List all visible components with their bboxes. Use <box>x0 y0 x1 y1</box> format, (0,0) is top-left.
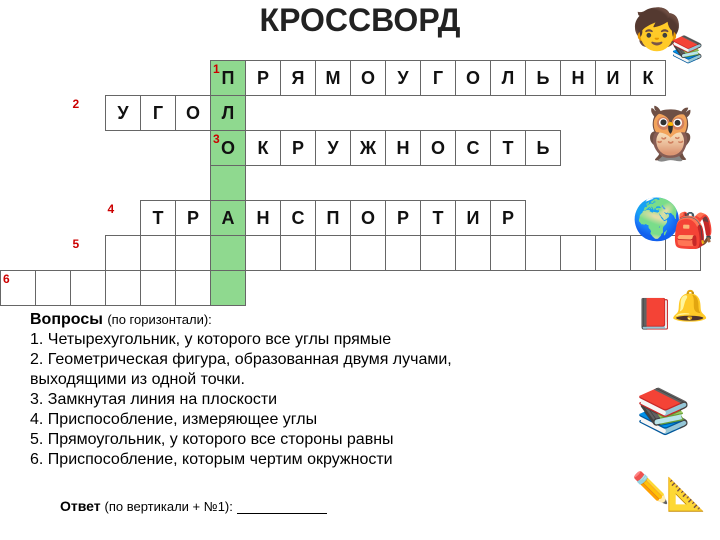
grid-cell: У <box>386 61 421 96</box>
clue-number-2: 2 <box>71 96 106 131</box>
clue-line: 4. Приспособление, измеряющее углы <box>30 410 590 430</box>
grid-cell: Н <box>561 61 596 96</box>
grid-cell: К <box>246 131 281 166</box>
grid-cell: Г <box>141 96 176 131</box>
grid-cell <box>106 271 141 306</box>
grid-cell: О <box>421 131 456 166</box>
grid-cell: Р <box>246 61 281 96</box>
grid-cell <box>246 236 281 271</box>
clue-number-3: 3О <box>211 131 246 166</box>
page-title: КРОССВОРД <box>0 2 720 39</box>
grid-cell <box>211 166 246 201</box>
grid-cell <box>351 236 386 271</box>
grid-cell: У <box>106 96 141 131</box>
answer-line: Ответ (по вертикали + №1): <box>60 498 327 514</box>
grid-cell <box>561 236 596 271</box>
clue-line: 2. Геометрическая фигура, образованная д… <box>30 350 590 370</box>
grid-cell <box>596 236 631 271</box>
grid-cell: О <box>351 201 386 236</box>
grid-cell: М <box>316 61 351 96</box>
clue-line: выходящими из одной точки. <box>30 370 590 390</box>
grid-cell: П <box>316 201 351 236</box>
grid-cell: И <box>596 61 631 96</box>
grid-cell: И <box>456 201 491 236</box>
grid-cell <box>386 236 421 271</box>
grid-cell: Т <box>141 201 176 236</box>
grid-cell <box>141 271 176 306</box>
clue-line: 1. Четырехугольник, у которого все углы … <box>30 330 590 350</box>
grid-cell <box>211 236 246 271</box>
grid-cell <box>526 236 561 271</box>
grid-cell <box>36 271 71 306</box>
grid-cell <box>71 271 106 306</box>
decoration-icon: ✏️ <box>632 474 669 504</box>
grid-cell: Г <box>421 61 456 96</box>
grid-cell: Н <box>386 131 421 166</box>
clue-number-5: 5 <box>71 236 106 271</box>
grid-cell <box>456 236 491 271</box>
clue-number-4: 4 <box>106 201 141 236</box>
clues-block: Вопросы (по горизонтали): 1. Четырехугол… <box>30 310 590 470</box>
clues-header: Вопросы <box>30 311 103 328</box>
grid-cell <box>316 236 351 271</box>
grid-cell: Ь <box>526 61 561 96</box>
grid-cell: О <box>176 96 211 131</box>
grid-cell <box>106 236 141 271</box>
grid-cell: У <box>316 131 351 166</box>
decoration-icon: 🔔 <box>671 292 708 322</box>
grid-cell <box>421 236 456 271</box>
grid-cell <box>491 236 526 271</box>
grid-cell: Р <box>281 131 316 166</box>
grid-cell: Р <box>386 201 421 236</box>
grid-cell: О <box>456 61 491 96</box>
grid-cell <box>211 271 246 306</box>
grid-cell: Ь <box>526 131 561 166</box>
grid-cell: Я <box>281 61 316 96</box>
clue-number-1: 1П <box>211 61 246 96</box>
grid-cell: Ж <box>351 131 386 166</box>
grid-cell: А <box>211 201 246 236</box>
clue-line: 3. Замкнутая линия на плоскости <box>30 390 590 410</box>
decoration-icon: 🎒 <box>672 214 714 248</box>
clue-line: 6. Приспособление, которым чертим окружн… <box>30 450 590 470</box>
grid-cell: Т <box>421 201 456 236</box>
grid-cell <box>281 236 316 271</box>
grid-cell <box>141 236 176 271</box>
grid-cell: Р <box>491 201 526 236</box>
grid-cell: С <box>456 131 491 166</box>
grid-cell: К <box>631 61 666 96</box>
grid-cell: С <box>281 201 316 236</box>
clue-line: 5. Прямоугольник, у которого все стороны… <box>30 430 590 450</box>
decoration-icon: 🦉 <box>638 108 703 160</box>
decoration-icon: 📚 <box>671 36 703 62</box>
grid-cell <box>176 271 211 306</box>
clue-number-6: 6 <box>1 271 36 306</box>
grid-cell: Н <box>246 201 281 236</box>
decoration-icon: 📚 <box>636 390 691 434</box>
grid-cell <box>176 236 211 271</box>
grid-cell: Л <box>211 96 246 131</box>
decoration-icon: 📕 <box>636 300 673 330</box>
grid-cell: Л <box>491 61 526 96</box>
clues-subheader: (по горизонтали): <box>107 312 211 327</box>
grid-cell: Т <box>491 131 526 166</box>
decoration-icon: 📐 <box>666 478 706 510</box>
crossword-grid: 1ПРЯМОУГОЛЬНИК2УГОЛ3ОКРУЖНОСТЬ4ТРАНСПОРТ… <box>0 60 701 306</box>
grid-cell: О <box>351 61 386 96</box>
grid-cell: Р <box>176 201 211 236</box>
